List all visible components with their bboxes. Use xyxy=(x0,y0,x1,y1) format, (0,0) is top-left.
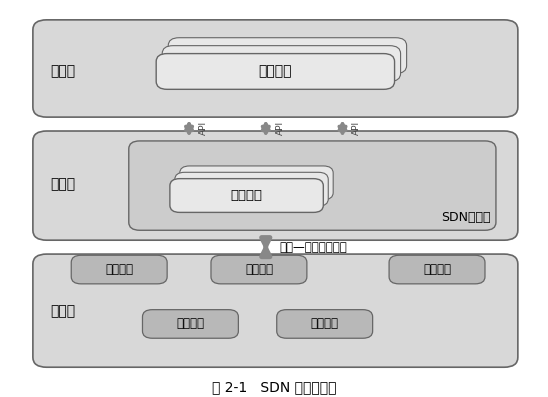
Text: API: API xyxy=(199,121,208,135)
Text: 网络设备: 网络设备 xyxy=(245,263,273,276)
FancyBboxPatch shape xyxy=(389,255,485,284)
FancyBboxPatch shape xyxy=(33,20,518,117)
FancyBboxPatch shape xyxy=(33,131,518,240)
Text: API: API xyxy=(276,121,284,135)
FancyBboxPatch shape xyxy=(156,54,395,89)
FancyBboxPatch shape xyxy=(211,255,307,284)
FancyBboxPatch shape xyxy=(33,254,518,367)
FancyBboxPatch shape xyxy=(277,310,373,338)
FancyBboxPatch shape xyxy=(162,46,401,81)
Text: 转发层: 转发层 xyxy=(50,304,76,319)
Text: 网络设备: 网络设备 xyxy=(176,318,204,330)
Text: 控制层: 控制层 xyxy=(50,177,76,192)
Text: 网络设备: 网络设备 xyxy=(311,318,339,330)
Text: 网络服务: 网络服务 xyxy=(231,189,262,202)
Text: 控制—转发通信接口: 控制—转发通信接口 xyxy=(279,241,347,254)
FancyBboxPatch shape xyxy=(129,141,496,230)
Text: 业务应用: 业务应用 xyxy=(259,64,292,79)
Text: API: API xyxy=(352,121,361,135)
FancyBboxPatch shape xyxy=(175,172,328,206)
FancyBboxPatch shape xyxy=(180,166,333,200)
FancyBboxPatch shape xyxy=(142,310,238,338)
Text: 网络设备: 网络设备 xyxy=(105,263,133,276)
FancyBboxPatch shape xyxy=(168,38,407,73)
Text: 网络设备: 网络设备 xyxy=(423,263,451,276)
FancyBboxPatch shape xyxy=(170,179,323,212)
Text: 业务层: 业务层 xyxy=(50,64,76,79)
Text: SDN控制器: SDN控制器 xyxy=(441,211,490,224)
FancyBboxPatch shape xyxy=(71,255,167,284)
Text: 图 2-1   SDN 的基本架构: 图 2-1 SDN 的基本架构 xyxy=(212,380,336,394)
